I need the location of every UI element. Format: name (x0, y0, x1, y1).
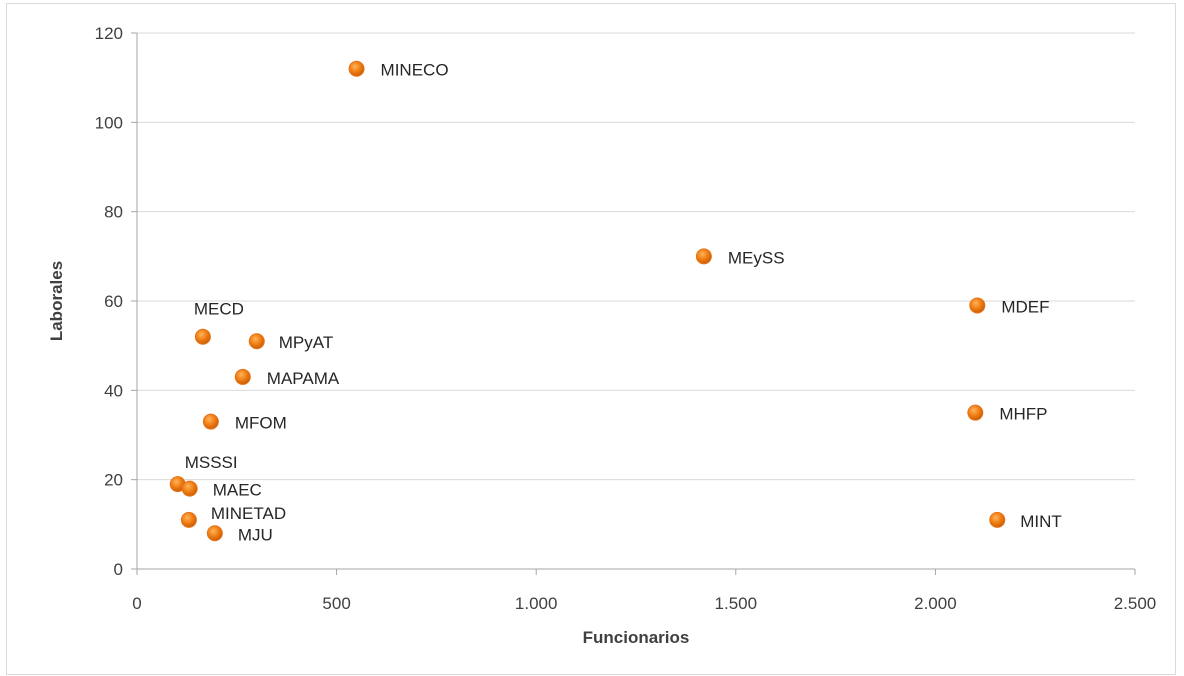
x-tick-label: 2.000 (914, 594, 957, 613)
y-tick-label: 60 (104, 292, 123, 311)
point-label-mpyat: MPyAT (279, 333, 333, 352)
point-label-mhfp: MHFP (999, 405, 1047, 424)
point-label-mint: MINT (1020, 512, 1062, 531)
x-tick-label: 500 (322, 594, 350, 613)
data-point-mju (206, 525, 223, 542)
data-point-mhfp (967, 404, 984, 421)
point-label-mineco: MINECO (381, 61, 449, 80)
point-labels: MINECO MEySS MDEF MECD MPyAT MAPAMA MHFP MFOM MS… (185, 61, 1062, 545)
point-label-mdef: MDEF (1001, 297, 1049, 316)
data-points (169, 60, 1006, 542)
y-tick-label: 40 (104, 381, 123, 400)
x-tick-label: 0 (132, 594, 141, 613)
point-label-minetad: MINETAD (211, 504, 286, 523)
axes (131, 32, 1136, 575)
data-point-mfom (202, 413, 219, 430)
y-axis-title: Laborales (47, 261, 66, 341)
x-tick-labels: 0 500 1.000 1.500 2.000 2.500 (132, 594, 1156, 613)
y-tick-label: 0 (114, 560, 123, 579)
data-point-mapama (234, 368, 251, 385)
y-tick-label: 120 (95, 24, 123, 43)
y-tick-labels: 0 20 40 60 80 100 120 (95, 24, 123, 579)
x-axis-title: Funcionarios (583, 628, 690, 647)
y-tick-label: 100 (95, 113, 123, 132)
data-point-mpyat (248, 333, 265, 350)
point-label-maec: MAEC (213, 481, 262, 500)
gridlines (137, 32, 1135, 481)
point-label-mecd: MECD (194, 300, 244, 319)
point-label-mfom: MFOM (235, 414, 287, 433)
data-point-maec (181, 480, 198, 497)
data-point-meyss (695, 248, 712, 265)
data-point-mdef (969, 297, 986, 314)
x-tick-label: 1.000 (515, 594, 558, 613)
y-tick-label: 20 (104, 471, 123, 490)
point-label-mju: MJU (238, 525, 273, 544)
x-tick-label: 2.500 (1114, 594, 1157, 613)
x-tick-label: 1.500 (715, 594, 758, 613)
data-point-mineco (348, 60, 365, 77)
data-point-mint (989, 511, 1006, 528)
point-label-mapama: MAPAMA (267, 369, 340, 388)
y-tick-label: 80 (104, 203, 123, 222)
point-label-meyss: MEySS (728, 248, 785, 267)
point-label-msssi: MSSSI (185, 453, 238, 472)
data-point-mecd (194, 328, 211, 345)
data-point-minetad (180, 511, 197, 528)
